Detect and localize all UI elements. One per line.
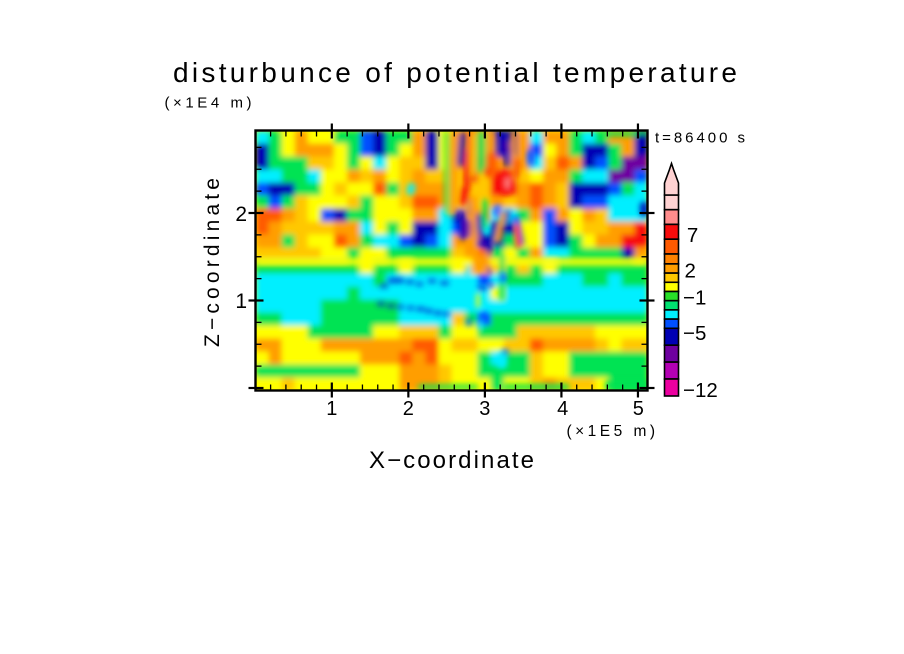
svg-text:t=86400 s: t=86400 s <box>655 130 745 147</box>
svg-text:4: 4 <box>557 398 568 420</box>
svg-text:2: 2 <box>685 260 696 283</box>
svg-text:7: 7 <box>687 224 698 247</box>
svg-text:5: 5 <box>633 398 644 420</box>
svg-text:2: 2 <box>235 203 247 226</box>
svg-text:−5: −5 <box>683 322 706 345</box>
svg-text:disturbunce of potential tempe: disturbunce of potential temperature <box>173 57 737 88</box>
svg-text:X−coordinate: X−coordinate <box>369 447 534 474</box>
svg-text:Z−coordinate: Z−coordinate <box>201 178 224 347</box>
svg-text:1: 1 <box>326 398 337 420</box>
svg-text:2: 2 <box>403 398 414 420</box>
svg-text:3: 3 <box>479 398 490 420</box>
svg-text:−12: −12 <box>683 379 718 402</box>
svg-text:1: 1 <box>235 290 247 313</box>
svg-text:−1: −1 <box>683 287 706 310</box>
